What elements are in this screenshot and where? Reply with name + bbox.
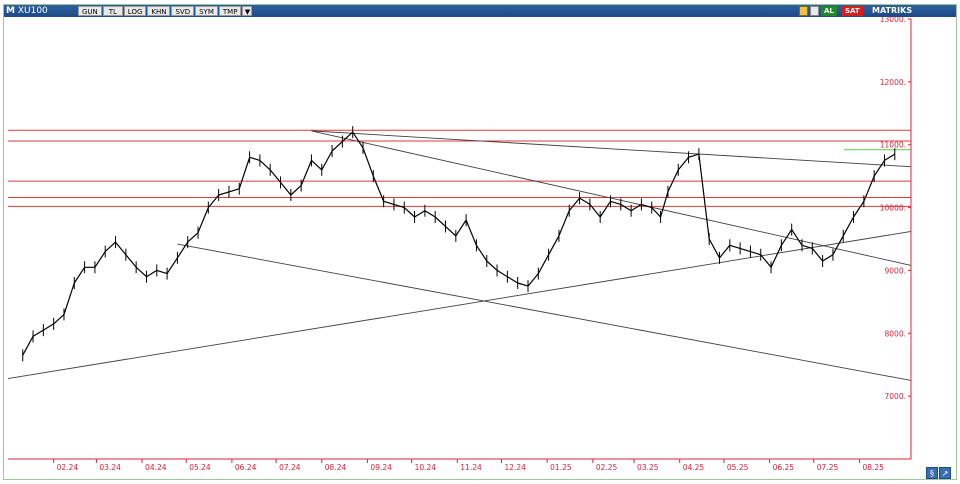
trend-line [177, 243, 912, 381]
y-axis: 13000. 12000. 11000. 10000. 9000. 8000. 7000. [880, 15, 912, 459]
symbol-label: XU100 [17, 6, 48, 16]
chart-window: 13000. 12000. 11000. 10000. 9000. 8000. 7000. … [3, 4, 957, 480]
symbol-title: M XU100 [6, 5, 48, 17]
y-tick-label: 11000. [880, 141, 906, 150]
x-tick-label: 05.25 [727, 463, 749, 472]
y-tick-label: 13000. [880, 15, 906, 24]
x-tick-label: 03.25 [637, 463, 659, 472]
symbol-button[interactable]: SYM [195, 6, 218, 16]
buy-button[interactable]: AL [821, 6, 837, 16]
x-tick-label: 06.24 [235, 463, 257, 472]
x-tick-label: 08.24 [325, 463, 347, 472]
pencil-icon[interactable] [799, 6, 808, 16]
x-tick-label: 12.24 [504, 463, 526, 472]
trend-line [311, 130, 912, 266]
currency-button[interactable]: TL [102, 6, 123, 16]
window-icon[interactable] [810, 6, 819, 16]
x-tick-label: 02.25 [596, 463, 618, 472]
y-tick-label: 8000. [885, 329, 906, 338]
price-series-layer [22, 126, 896, 362]
x-tick-label: 11.24 [460, 463, 482, 472]
trend-lines-layer [7, 130, 912, 381]
toolbar-icons [799, 6, 819, 16]
price-line [22, 131, 896, 356]
x-tick-label: 07.24 [279, 463, 301, 472]
x-tick-label: 04.24 [145, 463, 167, 472]
toolbar-buttons: GUN TL LOG KHN SVD SYM TMP ▼ [78, 6, 253, 16]
x-tick-label: 01.25 [550, 463, 572, 472]
trend-line [7, 231, 912, 379]
candle-type-button[interactable]: KHN [147, 6, 171, 16]
support-resistance-layer [8, 129, 911, 207]
chart-toolbar: M XU100 GUN TL LOG KHN SVD SYM TMP ▼ AL … [4, 5, 956, 17]
x-tick-label: 04.25 [683, 463, 705, 472]
sell-button[interactable]: SAT [842, 6, 863, 16]
matriks-logo: MATRIKS [872, 6, 913, 15]
scroll-icon[interactable]: § [926, 467, 938, 479]
y-tick-label: 10000. [880, 204, 906, 213]
x-axis: 02.24 03.24 04.24 05.24 06.24 07.24 08.24 09.24… [8, 458, 911, 472]
trend-line [311, 130, 912, 168]
period-button[interactable]: GUN [78, 6, 102, 16]
x-tick-label: 10.24 [415, 463, 437, 472]
zoom-icon[interactable]: ↗ [939, 467, 951, 479]
x-tick-label: 03.24 [99, 463, 121, 472]
dropdown-arrow-icon[interactable]: ▼ [242, 6, 253, 16]
y-tick-label: 7000. [885, 392, 906, 401]
price-chart[interactable]: 13000.12000.11000.10000.9000.8000.7000. … [4, 5, 956, 479]
save-button[interactable]: SVD [171, 6, 195, 16]
x-tick-label: 02.24 [57, 463, 79, 472]
template-button[interactable]: TMP [218, 6, 242, 16]
x-tick-label: 06.25 [773, 463, 795, 472]
x-tick-label: 05.24 [189, 463, 211, 472]
y-tick-label: 9000. [885, 266, 906, 275]
x-tick-label: 08.25 [862, 463, 884, 472]
x-tick-label: 09.24 [370, 463, 392, 472]
x-tick-label: 07.25 [817, 463, 839, 472]
log-scale-button[interactable]: LOG [123, 6, 147, 16]
chart-nav: § ↗ [926, 467, 951, 479]
y-tick-label: 12000. [880, 78, 906, 87]
menu-icon[interactable]: M [6, 6, 15, 16]
